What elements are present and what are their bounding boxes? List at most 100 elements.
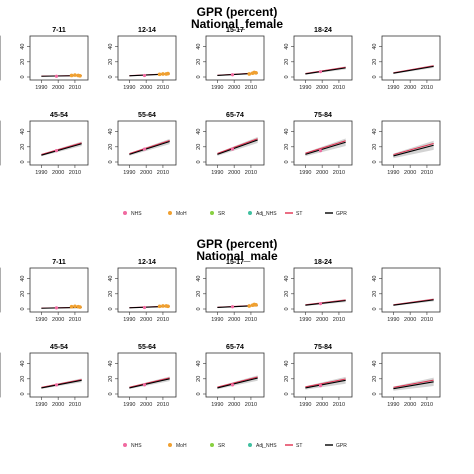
gpr-line xyxy=(41,379,82,389)
nhs-point xyxy=(54,383,59,387)
y-tick-label: 20 xyxy=(372,376,378,382)
legend-marker xyxy=(210,443,214,447)
panel: 12-14 0 20 40 1990 2000 2010 xyxy=(108,259,177,323)
x-tick-label: 2010 xyxy=(421,170,433,176)
moh-point xyxy=(78,74,82,78)
x-tick-label: 2010 xyxy=(157,170,169,176)
y-tick-label: 0 xyxy=(372,160,378,163)
nhs-point xyxy=(318,384,323,388)
x-tick-label: 2000 xyxy=(404,170,416,176)
y-tick-label: 40 xyxy=(196,129,202,135)
st-line xyxy=(217,138,258,154)
y-tick-label: 40 xyxy=(284,44,290,50)
nhs-point xyxy=(318,302,323,306)
y-tick-label: 0 xyxy=(284,160,290,163)
y-tick-label: 40 xyxy=(20,129,26,135)
panel-title: 7-11 xyxy=(52,259,66,266)
moh-point xyxy=(69,73,74,78)
gpr-line xyxy=(305,67,346,75)
x-tick-label: 2000 xyxy=(52,85,64,91)
y-tick-label: 20 xyxy=(372,291,378,297)
y-tick-label: 40 xyxy=(196,361,202,367)
panel-title: 12-14 xyxy=(138,259,156,266)
y-tick-label: 20 xyxy=(20,59,26,65)
nhs-point xyxy=(54,74,59,78)
legend-label: NHS xyxy=(131,211,142,217)
st-line xyxy=(305,140,346,154)
moh-point xyxy=(247,304,252,308)
panel-frame xyxy=(381,352,441,398)
y-tick-label: 40 xyxy=(108,129,114,135)
x-tick-label: 1990 xyxy=(211,85,223,91)
y-tick-label: 0 xyxy=(196,75,202,78)
y-tick-label: 40 xyxy=(20,44,26,50)
y-tick-label: 0 xyxy=(108,307,114,310)
y-tick-label: 40 xyxy=(372,276,378,282)
panel-frame xyxy=(381,35,441,81)
y-tick-label: 20 xyxy=(20,376,26,382)
y-tick-label: 0 xyxy=(372,392,378,395)
y-tick-label: 40 xyxy=(284,361,290,367)
x-tick-label: 2000 xyxy=(228,402,240,408)
gpr-line xyxy=(305,300,346,306)
x-tick-label: 2010 xyxy=(421,402,433,408)
legend: NHS MoH SR Adj_NHS ST GPR xyxy=(123,211,347,217)
x-tick-label: 1990 xyxy=(211,170,223,176)
panel: 0 20 40 1990 2000 2010 xyxy=(372,35,441,91)
panel-frame xyxy=(29,267,89,313)
y-tick-label: 0 xyxy=(372,75,378,78)
y-tick-label: 0 xyxy=(20,307,26,310)
moh-point xyxy=(247,72,252,76)
legend-marker xyxy=(248,211,252,215)
panel-frame xyxy=(29,35,89,81)
x-tick-label: 2010 xyxy=(245,170,257,176)
x-tick-label: 2000 xyxy=(140,402,152,408)
panel-frame xyxy=(381,267,441,313)
x-tick-label: 2010 xyxy=(69,170,81,176)
x-tick-label: 2010 xyxy=(157,402,169,408)
y-tick-label: 40 xyxy=(372,44,378,50)
panel-title: 55-64 xyxy=(138,344,156,351)
nhs-point xyxy=(230,305,235,309)
panel: 55-64 0 20 40 1990 2000 2010 xyxy=(108,112,177,176)
x-tick-label: 2000 xyxy=(52,317,64,323)
panel: 7-11 0 20 40 1990 2000 2010 xyxy=(20,27,89,91)
gpr-line xyxy=(129,378,170,389)
x-tick-label: 2010 xyxy=(333,170,345,176)
y-tick-label: 40 xyxy=(196,276,202,282)
x-tick-label: 2010 xyxy=(245,402,257,408)
y-tick-label: 0 xyxy=(284,75,290,78)
x-tick-label: 1990 xyxy=(35,85,47,91)
x-tick-label: 1990 xyxy=(299,85,311,91)
y-tick-label: 0 xyxy=(20,160,26,163)
legend-label: MoH xyxy=(176,443,187,449)
panel-frame xyxy=(293,120,353,166)
x-tick-label: 1990 xyxy=(123,170,135,176)
x-tick-label: 1990 xyxy=(299,170,311,176)
st-line xyxy=(393,379,434,388)
y-tick-label: 20 xyxy=(20,144,26,150)
gpr-line xyxy=(393,381,434,390)
x-tick-label: 1990 xyxy=(123,85,135,91)
x-tick-label: 1990 xyxy=(123,317,135,323)
legend-label: GPR xyxy=(336,443,347,449)
gpr-line xyxy=(129,140,170,155)
x-tick-label: 2000 xyxy=(316,317,328,323)
y-tick-label: 20 xyxy=(108,291,114,297)
y-tick-label: 0 xyxy=(196,307,202,310)
nhs-point xyxy=(142,147,147,151)
y-tick-label: 20 xyxy=(108,59,114,65)
nhs-point xyxy=(318,70,323,74)
figure-subtitle: National_male xyxy=(196,249,278,263)
panel-title: 75-84 xyxy=(314,344,332,351)
panel-frame xyxy=(205,120,265,166)
y-tick-label: 20 xyxy=(196,291,202,297)
gpr-line xyxy=(393,65,434,74)
x-tick-label: 2000 xyxy=(404,402,416,408)
x-tick-label: 1990 xyxy=(387,402,399,408)
gpr-line xyxy=(393,144,434,157)
moh-point xyxy=(161,304,165,308)
legend-marker xyxy=(210,211,214,215)
y-tick-label: 40 xyxy=(372,129,378,135)
y-tick-label: 40 xyxy=(196,44,202,50)
